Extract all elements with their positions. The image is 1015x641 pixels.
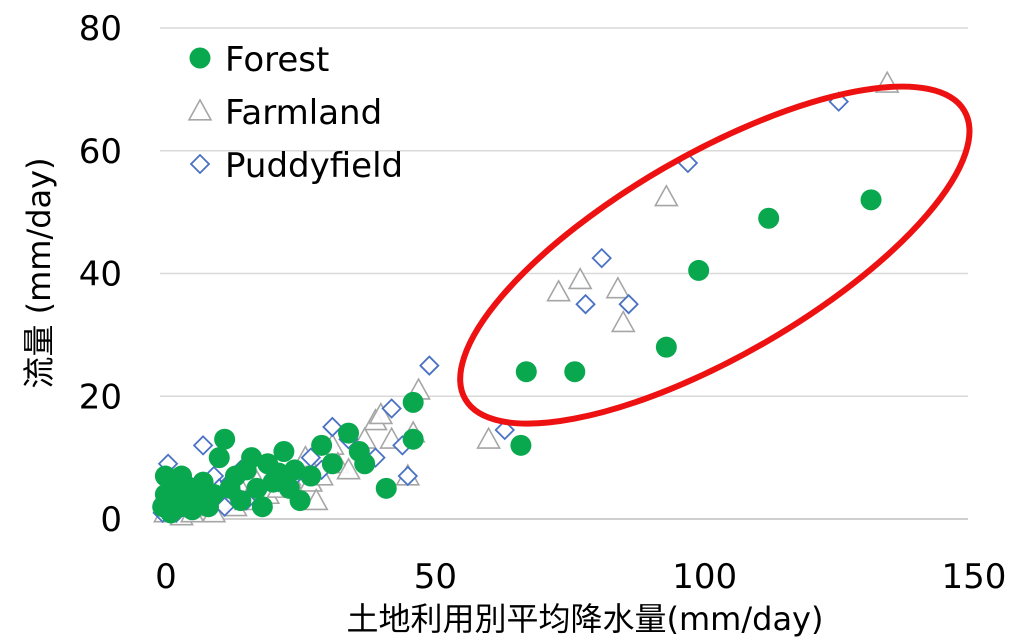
x-tick-label: 50 (414, 557, 457, 597)
forest-point (564, 361, 586, 383)
legend-label: Puddyfield (225, 146, 403, 186)
forest-point (241, 447, 263, 469)
y-tick-label: 20 (79, 377, 122, 417)
forest-point (289, 490, 311, 512)
forest-point (284, 459, 306, 481)
forest-point (402, 391, 424, 413)
gridlines (160, 27, 968, 397)
forest-point (860, 189, 882, 211)
x-tick-label: 0 (155, 557, 177, 597)
legend-item-puddyfield: Puddyfield (189, 146, 403, 186)
farmland-point (546, 279, 571, 302)
legend-item-farmland: Farmland (187, 93, 382, 133)
legend-label: Farmland (225, 93, 382, 133)
farmland-point (567, 266, 593, 290)
y-tick-label: 0 (100, 500, 122, 540)
forest-point (311, 434, 333, 456)
forest-point (300, 465, 322, 487)
forest-point (230, 490, 252, 512)
legend-marker (189, 153, 211, 175)
x-axis-label: 土地利用別平均降水量(mm/day) (347, 600, 824, 638)
x-tick-labels: 0 50 100 150 (155, 557, 1006, 597)
forest-point (214, 428, 236, 450)
forest-point (338, 422, 360, 444)
forest-point (354, 453, 376, 475)
farmland-point (476, 426, 501, 449)
y-tick-label: 40 (79, 255, 122, 295)
forest-point (402, 428, 424, 450)
farmland-point (605, 276, 631, 299)
forest-point (246, 477, 268, 499)
puddyfield-point (381, 398, 402, 419)
farmland-point (303, 487, 329, 511)
highlight-ellipse (457, 83, 973, 427)
puddyfield-point (192, 435, 214, 456)
farmland-point (368, 402, 394, 425)
forest-point (251, 496, 273, 518)
farmland-point (610, 309, 636, 333)
forest-point (688, 259, 710, 281)
puddyfield-point (591, 247, 612, 269)
forest-point (758, 207, 780, 229)
legend-item-forest: Forest (189, 40, 329, 80)
legend: Forest Farmland Puddyfield (187, 40, 403, 186)
puddyfield-point (618, 293, 639, 315)
x-tick-label: 150 (942, 557, 1007, 597)
forest-point (515, 361, 537, 383)
forest-point (655, 336, 677, 358)
series-forest (152, 189, 882, 524)
forest-point (273, 440, 295, 462)
highlight-annotation (457, 83, 973, 427)
puddyfield-point (575, 293, 596, 315)
y-tick-label: 80 (79, 9, 122, 49)
y-tick-labels: 0 20 40 60 80 (79, 9, 122, 540)
legend-marker (187, 98, 213, 121)
puddyfield-point (419, 355, 440, 376)
x-tick-label: 100 (672, 557, 737, 597)
forest-point (208, 447, 230, 469)
y-axis-label: 流量 (mm/day) (20, 157, 58, 388)
forest-point (203, 483, 225, 505)
forest-point (321, 453, 343, 475)
forest-point (375, 477, 397, 499)
legend-marker (189, 47, 211, 69)
data-points (152, 70, 900, 526)
legend-label: Forest (225, 40, 329, 80)
farmland-point (336, 457, 361, 480)
puddyfield-point (397, 465, 419, 487)
forest-point (268, 462, 290, 484)
forest-point (510, 434, 532, 456)
y-tick-label: 60 (79, 132, 122, 172)
puddyfield-point (322, 416, 343, 438)
farmland-point (653, 184, 679, 207)
